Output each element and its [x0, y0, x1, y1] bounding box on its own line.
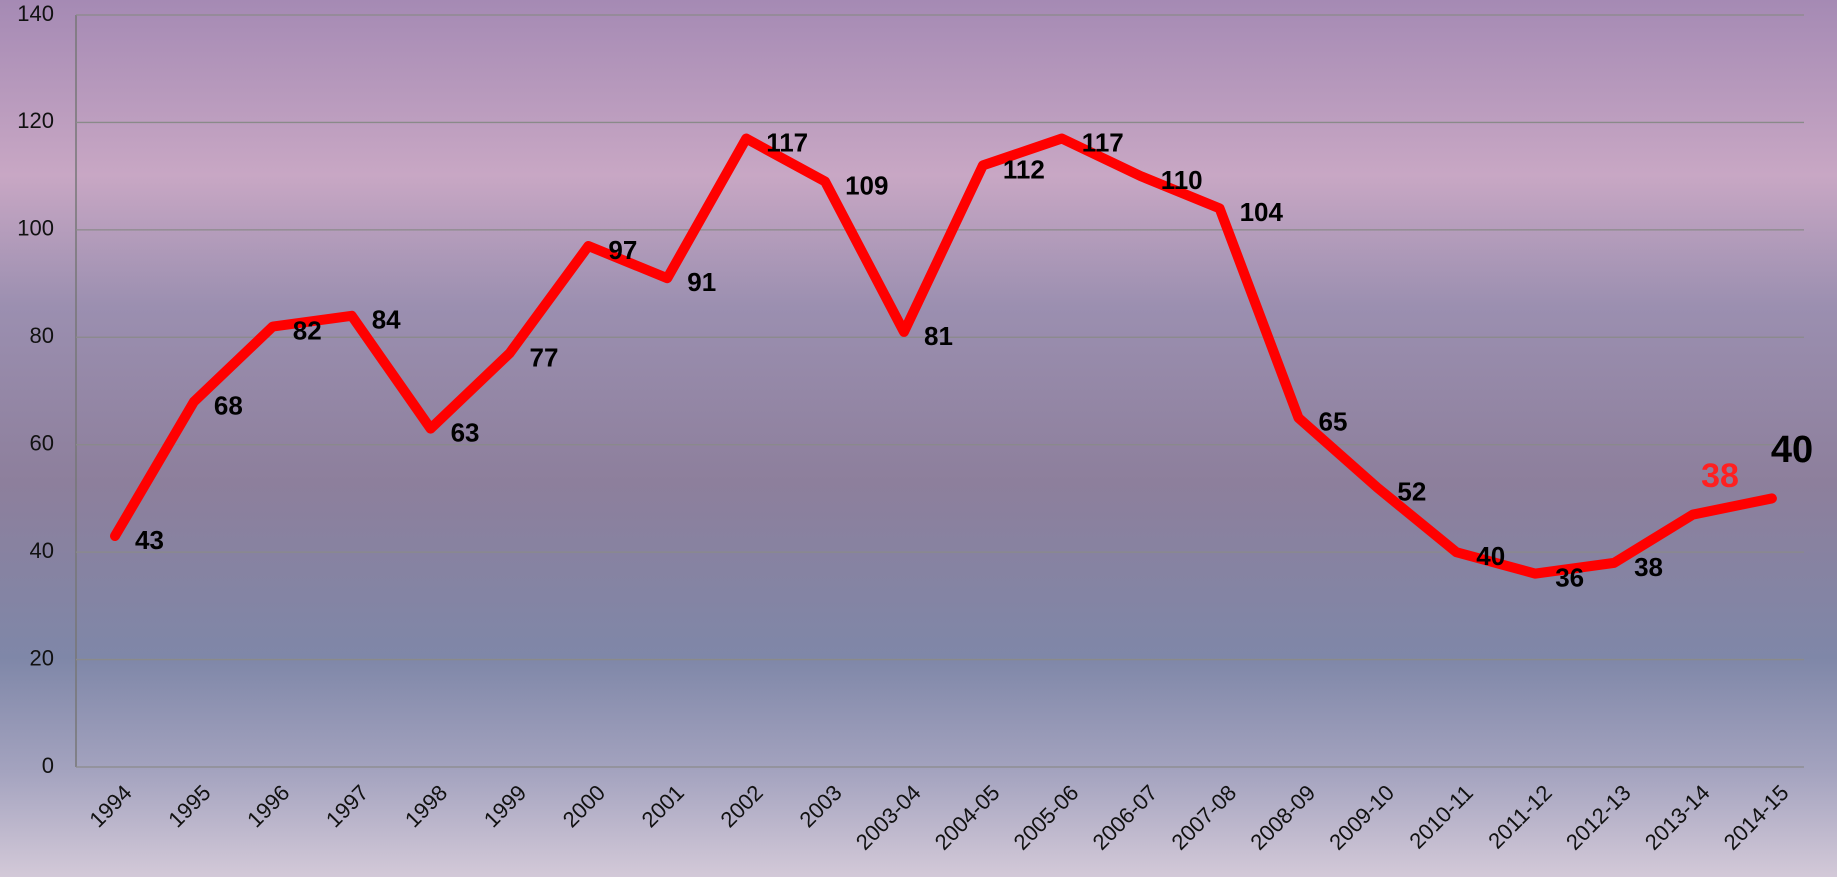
value-label: 91	[687, 267, 716, 297]
value-label: 117	[1082, 127, 1124, 157]
value-label: 65	[1319, 407, 1348, 437]
y-tick-label: 80	[30, 323, 54, 348]
value-label: 109	[845, 170, 888, 200]
value-label: 36	[1555, 563, 1584, 593]
value-label: 40	[1476, 541, 1505, 571]
value-label: 63	[451, 417, 480, 447]
y-tick-label: 0	[42, 753, 54, 778]
value-label: 117	[766, 127, 808, 157]
y-tick-label: 120	[17, 108, 54, 133]
annotation: 40	[1771, 429, 1813, 471]
value-label: 110	[1161, 165, 1203, 195]
value-label: 77	[530, 342, 559, 372]
value-label: 43	[135, 525, 164, 555]
value-label: 38	[1634, 552, 1663, 582]
chart: 0204060801001201401994199519961997199819…	[0, 0, 1837, 877]
y-tick-label: 40	[30, 538, 54, 563]
value-label: 97	[608, 235, 637, 265]
value-label: 82	[293, 315, 322, 345]
y-tick-label: 20	[30, 645, 54, 670]
value-label: 84	[372, 305, 401, 335]
page: 0204060801001201401994199519961997199819…	[0, 0, 1837, 877]
value-label: 104	[1240, 197, 1284, 227]
y-tick-label: 60	[30, 431, 54, 456]
value-label: 52	[1397, 477, 1426, 507]
value-label: 68	[214, 391, 243, 421]
annotation: 38	[1701, 457, 1739, 495]
value-label: 81	[924, 321, 953, 351]
y-tick-label: 100	[17, 216, 54, 241]
background	[0, 0, 1837, 877]
value-label: 112	[1003, 154, 1045, 184]
y-tick-label: 140	[17, 1, 54, 26]
